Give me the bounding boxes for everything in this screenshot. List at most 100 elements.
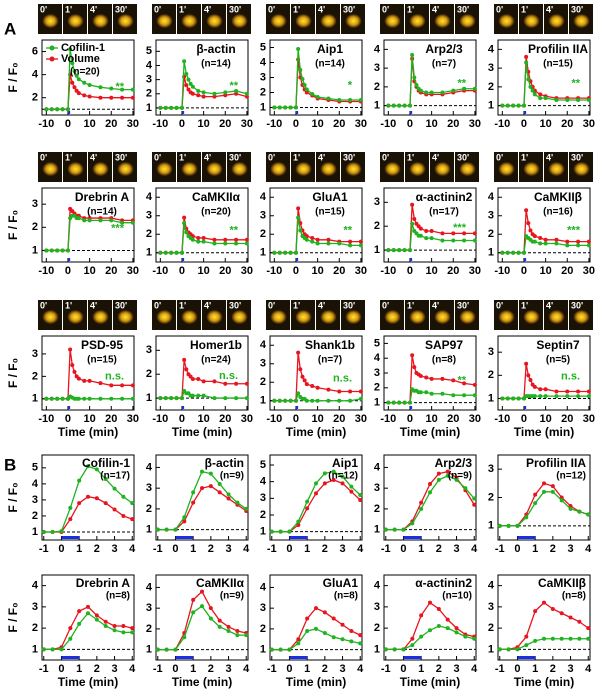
panel-title: Shank1b	[305, 338, 355, 352]
data-point	[586, 636, 591, 641]
data-point	[511, 396, 516, 401]
data-point	[462, 86, 467, 91]
frame-label: 1'	[65, 300, 72, 310]
thumbnail-spine	[117, 14, 134, 28]
data-point	[300, 77, 305, 81]
y-axis-label: F / F₀	[6, 358, 20, 388]
data-point	[212, 94, 217, 99]
y-tick-label: 2	[260, 623, 266, 635]
data-point	[428, 600, 432, 605]
data-point	[429, 228, 434, 233]
data-point	[576, 239, 581, 244]
x-tick-label: -10	[380, 413, 396, 425]
y-tick-label: 1	[374, 244, 380, 256]
plot-frame	[269, 335, 363, 411]
data-point	[98, 85, 103, 90]
data-point	[440, 238, 445, 243]
data-point	[44, 396, 49, 401]
thumbnail-spine	[498, 162, 515, 176]
x-tick-label: -10	[494, 265, 510, 277]
frame-label: 0'	[154, 4, 161, 14]
data-point	[340, 622, 345, 627]
significance: **	[343, 225, 352, 237]
n-label: (n=17)	[100, 471, 130, 482]
data-point	[401, 647, 406, 652]
data-point	[184, 71, 189, 76]
y-tick-label: 4	[260, 56, 267, 68]
data-point	[310, 235, 315, 240]
data-point	[586, 389, 591, 394]
thumbnail-spine	[231, 162, 248, 176]
frame-label: 4'	[90, 152, 97, 162]
data-point	[516, 396, 521, 401]
thumbnail-spine	[270, 310, 287, 324]
data-point	[76, 91, 81, 96]
data-point	[304, 398, 309, 403]
y-tick-label: 4	[32, 478, 39, 490]
data-point	[407, 248, 412, 253]
legend-label: Cofilin-1	[61, 42, 105, 54]
frame-label: 30'	[229, 152, 241, 162]
data-point	[533, 638, 538, 643]
data-point	[358, 98, 363, 102]
plot-frame	[155, 187, 249, 263]
y-tick-label: 1	[146, 644, 152, 656]
data-point	[296, 350, 301, 355]
data-point	[217, 482, 222, 487]
data-point	[283, 105, 288, 110]
data-point	[497, 647, 502, 652]
x-tick-label: 0	[521, 413, 527, 425]
series-line	[388, 54, 475, 107]
data-point	[440, 231, 445, 236]
data-point	[212, 237, 217, 242]
data-point	[130, 517, 135, 522]
data-point	[86, 611, 90, 616]
data-point	[298, 367, 303, 372]
y-tick-label: 3	[374, 367, 380, 379]
panel-title: Aip1	[317, 42, 343, 56]
y-tick-label: 1	[488, 392, 494, 404]
data-point	[208, 606, 213, 611]
x-tick-label: 0	[65, 118, 71, 130]
series-line	[157, 485, 247, 531]
data-point	[550, 636, 555, 641]
stimulus-bar	[295, 406, 299, 409]
data-point	[524, 634, 529, 639]
data-point	[235, 633, 240, 638]
plot-frame	[497, 39, 591, 116]
frame-label: 1'	[293, 300, 300, 310]
y-tick-label: 1	[260, 247, 266, 259]
data-point	[305, 616, 310, 621]
data-point	[451, 88, 456, 93]
data-point	[112, 486, 117, 491]
significance: ***	[453, 222, 467, 234]
frame-label: 30'	[457, 4, 469, 14]
x-tick-label: 10	[197, 118, 209, 130]
data-point	[414, 83, 419, 87]
data-point	[82, 218, 87, 223]
data-point	[314, 626, 318, 631]
data-point	[49, 248, 54, 253]
data-point	[98, 95, 103, 100]
x-tick-label: 30	[355, 413, 367, 425]
y-tick-label: 4	[488, 191, 495, 203]
data-point	[103, 624, 108, 628]
data-point	[340, 481, 345, 486]
n-label: (n=5)	[546, 355, 570, 366]
thumbnail-spine	[67, 162, 84, 176]
data-point	[130, 501, 135, 506]
x-tick-label: 20	[561, 118, 573, 130]
frame-label: 1'	[521, 300, 528, 310]
data-point	[68, 636, 73, 641]
y-tick-label: 1	[32, 643, 38, 655]
data-point	[201, 235, 206, 240]
data-point	[383, 647, 388, 652]
data-point	[212, 241, 217, 246]
data-point	[70, 80, 75, 85]
stimulus-bar	[409, 258, 413, 261]
x-axis-label: Time (min)	[400, 675, 460, 689]
data-point	[120, 396, 125, 401]
panel-title: α-actinin2	[415, 576, 472, 590]
data-point	[576, 389, 581, 394]
data-point	[190, 393, 195, 398]
